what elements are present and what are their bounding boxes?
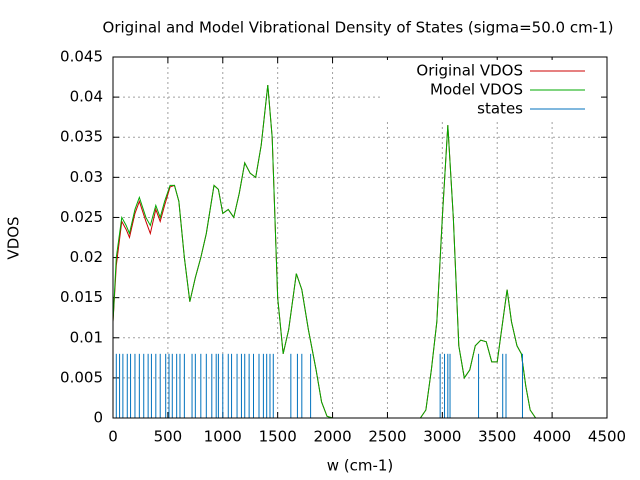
y-tick-label: 0.04: [70, 88, 103, 106]
legend-label: states: [477, 100, 523, 118]
y-tick-label: 0.005: [60, 368, 103, 386]
y-tick-label: 0: [93, 409, 103, 427]
legend-label: Original VDOS: [416, 62, 523, 80]
legend-label: Model VDOS: [430, 81, 523, 99]
x-tick-label: 1000: [204, 428, 242, 446]
x-tick-label: 3500: [478, 428, 516, 446]
x-tick-label: 4000: [533, 428, 571, 446]
x-tick-label: 0: [108, 428, 118, 446]
plot-border: [112, 56, 608, 419]
x-tick-label: 2500: [368, 428, 406, 446]
y-tick-label: 0.01: [70, 328, 103, 346]
x-tick-label: 4500: [588, 428, 626, 446]
y-tick-label: 0.03: [70, 168, 103, 186]
y-tick-label: 0.045: [60, 48, 103, 66]
y-tick-label: 0.015: [60, 288, 103, 306]
y-tick-label: 0.025: [60, 208, 103, 226]
x-tick-label: 2000: [313, 428, 351, 446]
chart-title: Original and Model Vibrational Density o…: [103, 19, 614, 37]
x-tick-label: 3000: [423, 428, 461, 446]
x-tick-label: 1500: [259, 428, 297, 446]
y-tick-label: 0.035: [60, 128, 103, 146]
y-tick-label: 0.02: [70, 248, 103, 266]
x-axis-label: w (cm-1): [327, 457, 394, 475]
series-line: [112, 85, 542, 419]
y-axis-label: VDOS: [5, 216, 23, 259]
x-tick-label: 500: [154, 428, 183, 446]
series-line: [112, 85, 542, 419]
